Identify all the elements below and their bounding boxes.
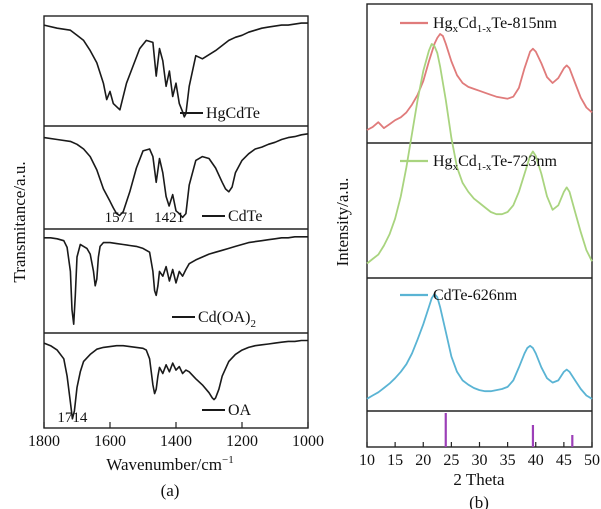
ftir-legend-label-hgcdte: HgCdTe [206, 105, 260, 122]
ftir-series-cdte [43, 133, 309, 219]
ftir-tick-label-1800: 1800 [28, 433, 60, 450]
xrd-series-group [366, 33, 593, 400]
xrd-legend-label-hgxcd1-xte-723nm: HgxCd1-xTe-723nm [433, 153, 557, 173]
xrd-tick-label-20: 20 [415, 452, 431, 469]
ftir-series-oa [43, 339, 308, 420]
xrd-x-axis-title: 2 Theta [453, 470, 505, 489]
ftir-series-hgcdte [43, 22, 308, 118]
xrd-tick-label-10: 10 [359, 452, 375, 469]
xrd-reference-lines [444, 413, 574, 447]
ftir-annotation-1714: 1714 [57, 410, 88, 426]
xrd-series-hgxcd1-xte-723nm [366, 43, 593, 265]
xrd-y-axis-title: Intensity/a.u. [333, 178, 352, 267]
xrd-tick-label-35: 35 [500, 452, 516, 469]
ftir-tick-label-1000: 1000 [292, 433, 324, 450]
xrd-series-cdte-626nm [366, 293, 593, 400]
panel-label-b: (b) [469, 493, 489, 509]
ftir-series-cd-oa [44, 236, 308, 325]
xrd-tick-label-45: 45 [556, 452, 572, 469]
ftir-annotation-1571: 1571 [105, 210, 135, 226]
xrd-legend-label-hgxcd1-xte-815nm: HgxCd1-xTe-815nm [433, 15, 557, 35]
xrd-tick-label-15: 15 [387, 452, 403, 469]
ftir-legend-label-cdte: CdTe [228, 208, 262, 225]
xrd-legend-label-cdte-626nm: CdTe-626nm [433, 287, 518, 304]
ftir-panel: HgCdTe CdTe Cd(OA)2 OA 1571 1421 1714 1800 160… [10, 15, 324, 500]
xrd-x-ticks: 10 15 20 25 30 35 40 45 50 [359, 442, 600, 469]
xrd-series-hgxcd1-xte-815nm [366, 33, 593, 131]
xrd-panel: HgxCd1-xTe-815nm HgxCd1-xTe-723nm CdTe-626… [333, 3, 600, 509]
ftir-series-group [43, 22, 309, 420]
ftir-annotation-1421: 1421 [154, 210, 184, 226]
ftir-y-axis-title: Transmitance/a.u. [10, 161, 29, 282]
ftir-tick-label-1600: 1600 [94, 433, 126, 450]
ftir-x-axis-title: Wavenumber/cm−1 [106, 454, 233, 474]
ftir-legend-group: HgCdTe CdTe Cd(OA)2 OA [172, 105, 262, 419]
ftir-legend-label-cd-oa: Cd(OA)2 [198, 309, 256, 330]
xrd-tick-label-25: 25 [443, 452, 459, 469]
xrd-tick-label-30: 30 [472, 452, 488, 469]
xrd-legend-group: HgxCd1-xTe-815nm HgxCd1-xTe-723nm CdTe-626… [400, 15, 557, 304]
ftir-x-ticks: 1800 1600 1400 1200 1000 [28, 422, 324, 450]
xrd-tick-label-40: 40 [528, 452, 544, 469]
ftir-tick-label-1200: 1200 [226, 433, 258, 450]
ftir-legend-label-oa: OA [228, 402, 252, 419]
ftir-tick-label-1400: 1400 [160, 433, 192, 450]
ftir-annotation-group: 1571 1421 1714 [57, 210, 184, 426]
xrd-tick-label-50: 50 [584, 452, 600, 469]
panel-label-a: (a) [161, 481, 180, 500]
